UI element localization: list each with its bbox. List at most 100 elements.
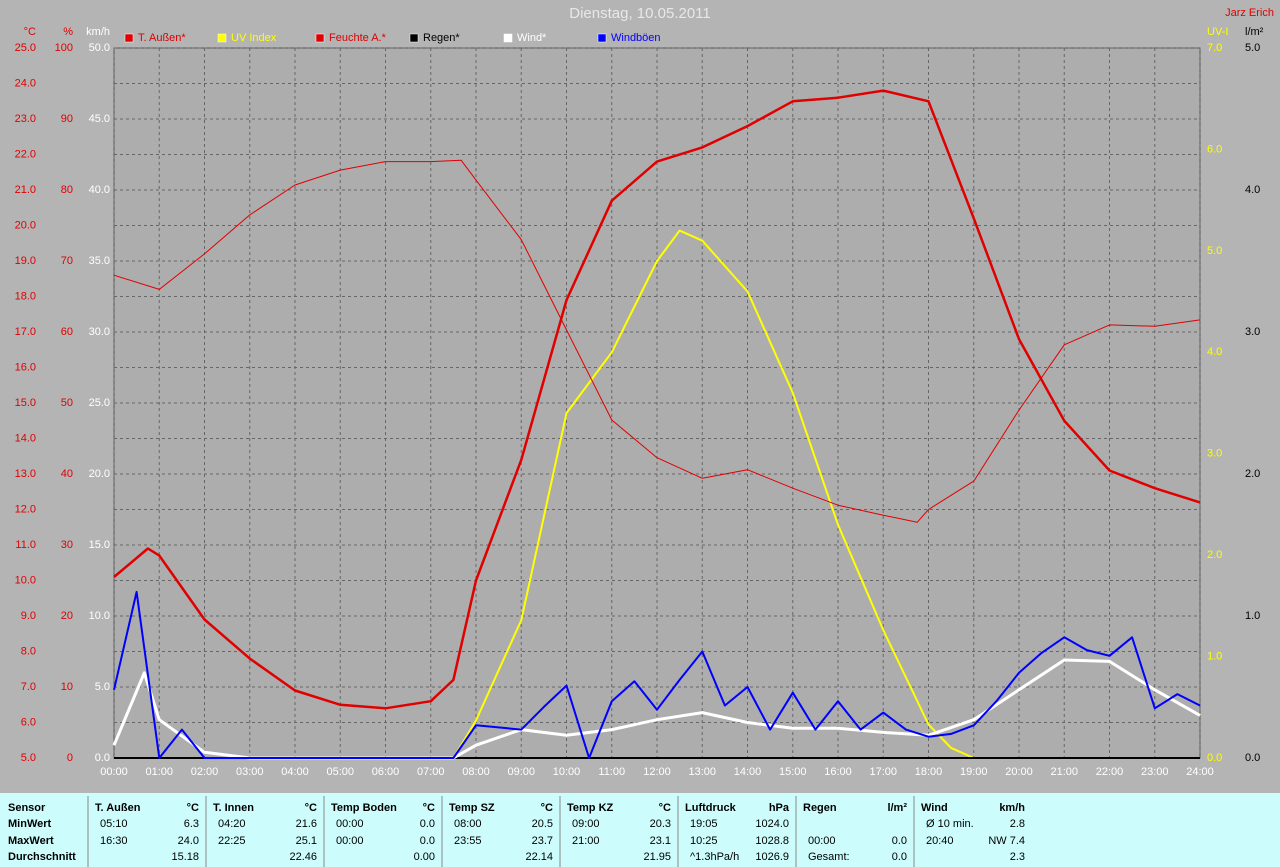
y-tick-label: 9.0 [21,610,36,622]
y-tick-label: 23.0 [15,113,36,125]
y-tick-label: 45.0 [89,113,110,125]
y-tick-label: 16.0 [15,361,36,373]
row-label: MinWert [8,818,52,830]
y-tick-label: 8.0 [21,645,36,657]
group-unit: km/h [999,802,1025,814]
x-tick-label: 12:00 [643,766,671,778]
y-tick-label: 0.0 [95,752,110,764]
y-tick-label: 10.0 [89,610,110,622]
x-tick-label: 11:00 [598,766,625,778]
y-tick-label: 20 [61,610,73,622]
y-tick-label: 10 [61,681,73,693]
cell-time: 05:10 [100,818,128,830]
cell-time: 16:30 [100,835,128,847]
y-tick-label: 25.0 [15,42,36,54]
cell-value: 21.95 [643,851,671,863]
x-tick-label: 19:00 [960,766,988,778]
legend-swatch [597,33,607,43]
group-unit: °C [659,802,671,814]
y-tick-label: 0.0 [1207,752,1222,764]
x-tick-label: 18:00 [915,766,943,778]
y-tick-label: 25.0 [89,397,110,409]
cell-time: 08:00 [454,818,482,830]
cell-value: 0.0 [892,851,907,863]
y-tick-label: 35.0 [89,255,110,267]
x-tick-label: 08:00 [462,766,490,778]
y-tick-label: 18.0 [15,290,36,302]
legend-swatch [315,33,325,43]
y-tick-label: 17.0 [15,326,36,338]
axis-label: l/m² [1245,26,1264,38]
cell-time: ^1.3hPa/h [690,851,739,863]
x-tick-label: 13:00 [688,766,716,778]
group-unit: °C [305,802,317,814]
cell-value: 2.8 [1010,818,1025,830]
cell-value: 24.0 [178,835,199,847]
y-tick-label: 14.0 [15,432,36,444]
cell-value: 0.00 [414,851,435,863]
cell-time: 04:20 [218,818,246,830]
x-tick-label: 15:00 [779,766,807,778]
legend-label: Windböen [611,32,661,44]
y-tick-label: 2.0 [1245,468,1260,480]
y-tick-label: 30 [61,539,73,551]
cell-value: 25.1 [296,835,317,847]
series-line [113,590,1201,759]
y-tick-label: 80 [61,184,73,196]
legend-swatch [409,33,419,43]
x-tick-label: 23:00 [1141,766,1169,778]
y-tick-label: 7.0 [21,681,36,693]
group-name: T. Außen [95,802,141,814]
x-tick-label: 00:00 [100,766,128,778]
cell-time: 22:25 [218,835,246,847]
group-name: Temp KZ [567,802,614,814]
y-tick-label: 21.0 [15,184,36,196]
cell-time: 20:40 [926,835,954,847]
series-line [113,159,1201,523]
author: Jarz Erich [1225,7,1274,19]
x-tick-label: 06:00 [372,766,400,778]
x-tick-label: 10:00 [553,766,581,778]
y-tick-label: 3.0 [1245,326,1260,338]
y-tick-label: 6.0 [21,716,36,728]
group-name: Temp Boden [331,802,397,814]
legend-label: Regen* [423,32,460,44]
group-unit: l/m² [887,802,907,814]
y-tick-label: 40 [61,468,73,480]
group-unit: °C [423,802,435,814]
cell-value: 21.6 [296,818,317,830]
group-name: T. Innen [213,802,254,814]
cell-value: 6.3 [184,818,199,830]
y-tick-label: 10.0 [15,574,36,586]
x-tick-label: 16:00 [824,766,852,778]
stats-panel [0,793,1280,867]
stats-table: Sensor MinWert MaxWert Durchschnitt T. Außen… [8,796,1025,867]
y-tick-label: 50.0 [89,42,110,54]
cell-time: 09:00 [572,818,600,830]
cell-time: Ø 10 min. [926,818,974,830]
y-tick-label: 40.0 [89,184,110,196]
y-tick-label: 22.0 [15,148,36,160]
x-tick-label: 05:00 [326,766,354,778]
y-tick-label: 4.0 [1245,184,1260,196]
y-tick-label: 6.0 [1207,143,1222,155]
y-tick-label: 19.0 [15,255,36,267]
cell-value: 20.3 [650,818,671,830]
cell-time: 10:25 [690,835,718,847]
cell-value: 0.0 [892,835,907,847]
row-label: MaxWert [8,835,54,847]
y-tick-label: 24.0 [15,77,36,89]
legend-label: Feuchte A.* [329,32,387,44]
y-tick-label: 30.0 [89,326,110,338]
y-tick-label: 2.0 [1207,549,1222,561]
group-name: Wind [921,802,948,814]
y-tick-label: 100 [55,42,73,54]
cell-time: Gesamt: [808,851,850,863]
series-line [113,89,1201,710]
row-label: Sensor [8,802,46,814]
axis-label: % [63,26,73,38]
cell-value: 1026.9 [755,851,789,863]
y-tick-label: 60 [61,326,73,338]
legend-swatch [503,33,513,43]
